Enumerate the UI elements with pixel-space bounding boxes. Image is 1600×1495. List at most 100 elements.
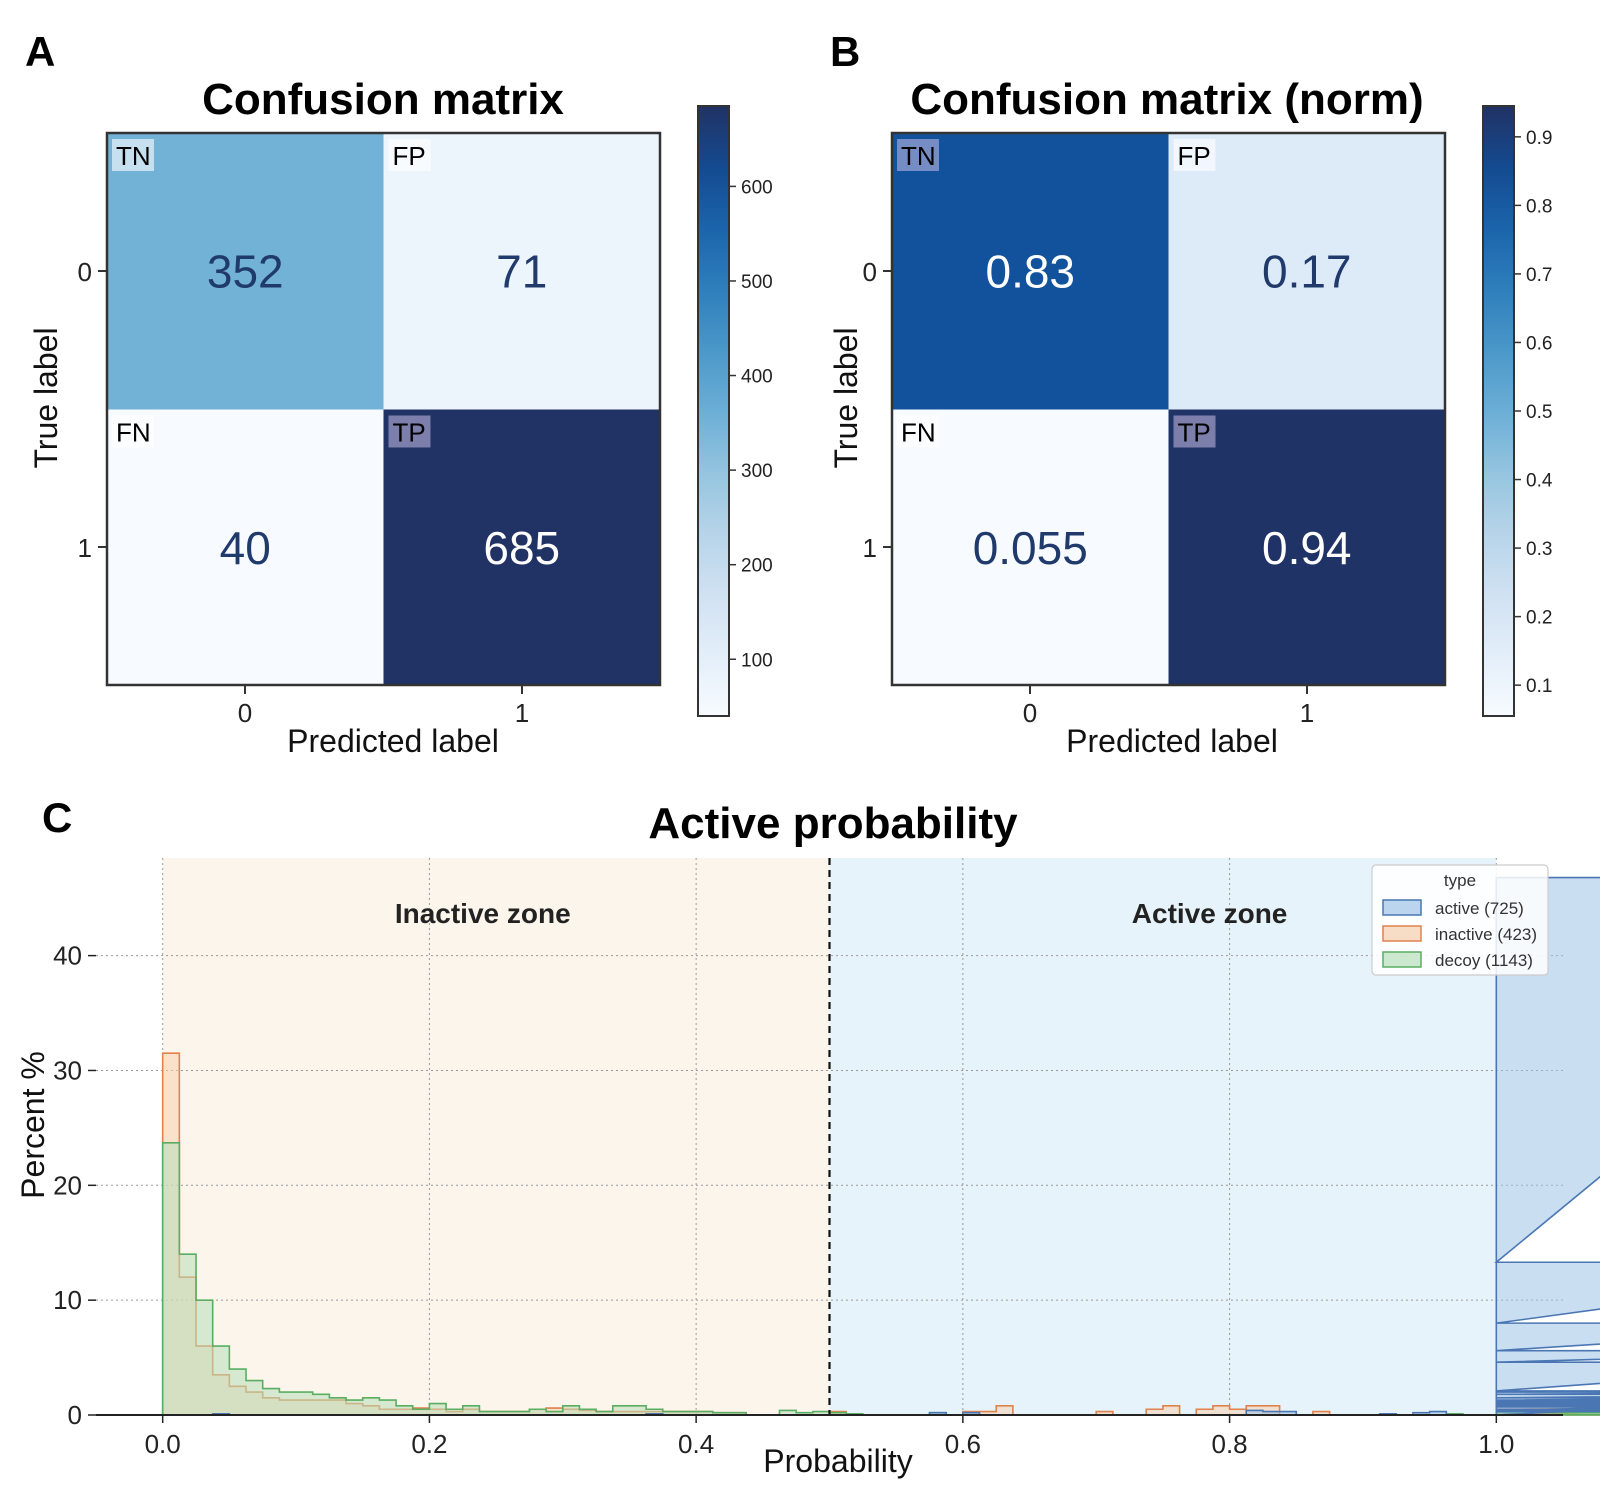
cell-tag-bg xyxy=(897,415,939,448)
cell-tag-bg xyxy=(1173,415,1216,448)
colorbar-gradient xyxy=(1482,105,1515,717)
cell-tag: FP xyxy=(1178,141,1211,171)
legend-entry-decoy: decoy (1143) xyxy=(1435,951,1533,970)
matrix-cell xyxy=(107,133,384,410)
legend-swatch-inactive xyxy=(1382,925,1422,942)
cell-value: 0.94 xyxy=(1262,522,1352,574)
colorbar-tick-label: 0.5 xyxy=(1526,402,1552,423)
legend-entry-inactive: inactive (423) xyxy=(1435,925,1537,944)
panel-b-title: Confusion matrix (norm) xyxy=(910,75,1423,124)
cell-value: 0.055 xyxy=(973,522,1088,574)
matrix-cell xyxy=(892,409,1169,686)
cell-tag-bg xyxy=(897,139,939,171)
inactive-zone xyxy=(162,858,830,1415)
colorbar-tick-label: 600 xyxy=(741,177,773,198)
panel-a-xlabel: Predicted label xyxy=(287,723,499,759)
cell-value: 0.83 xyxy=(985,245,1075,297)
panel-c-ylabel: Percent % xyxy=(15,1051,51,1199)
cell-value: 40 xyxy=(220,522,271,574)
colorbar-tick-label: 100 xyxy=(741,650,773,671)
panel-b-letter: B xyxy=(830,28,860,75)
colorbar-tick-label: 0.1 xyxy=(1526,676,1552,697)
colorbar-tick-label: 0.3 xyxy=(1526,539,1552,560)
cell-tag: TP xyxy=(1178,418,1211,448)
cell-value: 352 xyxy=(207,245,284,297)
panel-c-title: Active probability xyxy=(648,799,1018,848)
colorbar-tick-label: 0.2 xyxy=(1526,608,1552,629)
legend-box xyxy=(1371,864,1549,976)
x-tick-label: 0.6 xyxy=(945,1429,981,1459)
panel-b-ytick-label: 0 xyxy=(863,257,877,287)
cell-value: 685 xyxy=(483,522,560,574)
x-tick-label: 1.0 xyxy=(1478,1429,1514,1459)
cell-tag-bg xyxy=(112,139,154,171)
panel-b-ytick-label: 1 xyxy=(863,533,877,563)
cell-tag-bg xyxy=(388,139,431,171)
panel-b-matrix: TN 0.83 FP 0.17 FN 0.055 TP 0.94 xyxy=(892,133,1445,686)
cell-tag: TN xyxy=(116,141,151,171)
x-tick-label: 0.4 xyxy=(678,1429,714,1459)
matrix-cell xyxy=(1168,133,1445,410)
x-tick-label: 0.8 xyxy=(1212,1429,1248,1459)
legend-entry-active: active (725) xyxy=(1435,899,1524,918)
y-tick-label: 10 xyxy=(53,1285,82,1315)
cell-tag: FP xyxy=(393,141,426,171)
panel-a-ytick-label: 0 xyxy=(78,257,92,287)
colorbar-tick-label: 200 xyxy=(741,556,773,577)
cell-tag-bg xyxy=(388,415,431,448)
cell-value: 71 xyxy=(496,245,547,297)
panel-c-letter: C xyxy=(42,794,72,841)
panel-c: C Active probability Inactive zone Active… xyxy=(15,794,1600,1479)
panel-a-xtick-label: 1 xyxy=(515,698,529,728)
panel-a-ylabel: True label xyxy=(28,327,64,468)
panel-a-xtick-label: 0 xyxy=(238,698,252,728)
panel-b: B Confusion matrix (norm) TN 0.83 FP 0.17 FN… xyxy=(828,28,1553,759)
colorbar-tick-label: 300 xyxy=(741,461,773,482)
panel-b-ylabel: True label xyxy=(828,327,864,468)
panel-a-matrix: TN 352 FP 71 FN 40 TP 685 xyxy=(107,133,660,686)
cell-tag: FN xyxy=(901,418,936,448)
colorbar-tick-label: 0.8 xyxy=(1526,196,1552,217)
panel-b-xlabel: Predicted label xyxy=(1066,723,1278,759)
matrix-cell xyxy=(383,409,660,686)
cell-value: 0.17 xyxy=(1262,245,1352,297)
panel-a-letter: A xyxy=(25,28,55,75)
legend-swatch-active xyxy=(1382,899,1422,916)
y-tick-label: 20 xyxy=(53,1170,82,1200)
panel-c-legend: type active (725) inactive (423) decoy (… xyxy=(1371,864,1549,976)
cell-tag-bg xyxy=(1173,139,1216,171)
legend-swatch-decoy xyxy=(1382,951,1422,968)
panel-b-colorbar: 0.1 0.2 0.3 0.4 0.5 0.6 0.7 0.8 0.9 xyxy=(1482,105,1553,717)
panel-b-xtick-label: 0 xyxy=(1023,698,1037,728)
y-tick-label: 30 xyxy=(53,1055,82,1085)
x-tick-label: 0.0 xyxy=(145,1429,181,1459)
colorbar-tick-label: 0.7 xyxy=(1526,265,1552,286)
colorbar-tick-label: 500 xyxy=(741,272,773,293)
cell-tag-bg xyxy=(112,415,154,448)
cell-tag: TP xyxy=(393,418,426,448)
panel-a-frame xyxy=(105,131,662,687)
colorbar-gradient xyxy=(697,105,730,717)
matrix-cell xyxy=(107,409,384,686)
colorbar-tick-label: 0.6 xyxy=(1526,333,1552,354)
panel-c-plot: Inactive zone Active zone 0.0 0.2 0.4 0.6 0.8 1… xyxy=(53,858,1600,1459)
cell-tag: TN xyxy=(901,141,936,171)
matrix-cell xyxy=(1168,409,1445,686)
panel-b-xtick-label: 1 xyxy=(1300,698,1314,728)
inactive-zone-label: Inactive zone xyxy=(395,898,571,929)
y-tick-label: 0 xyxy=(68,1400,82,1430)
active-zone-label: Active zone xyxy=(1132,898,1288,929)
colorbar-tick-label: 0.9 xyxy=(1526,128,1552,149)
matrix-cell xyxy=(892,133,1169,410)
panel-b-frame xyxy=(890,131,1447,687)
matrix-cell xyxy=(383,133,660,410)
panel-a-colorbar: 100 200 300 400 500 600 xyxy=(697,105,773,717)
colorbar-tick-label: 400 xyxy=(741,367,773,388)
x-tick-label: 0.2 xyxy=(411,1429,447,1459)
panel-a-ytick-label: 1 xyxy=(78,533,92,563)
y-tick-label: 40 xyxy=(53,941,82,971)
cell-tag: FN xyxy=(116,418,151,448)
panel-a-title: Confusion matrix xyxy=(202,75,564,124)
